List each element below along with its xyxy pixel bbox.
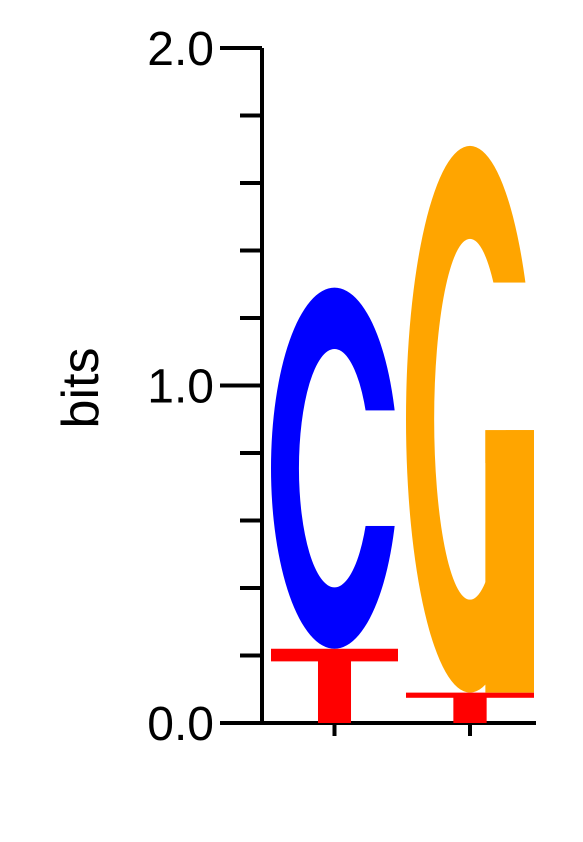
y-axis-title: bits <box>52 348 110 429</box>
letter-ring <box>271 287 398 649</box>
letter-G <box>406 145 536 693</box>
letter-G-stem <box>485 430 534 693</box>
y-tick-label: 2.0 <box>147 23 214 76</box>
letter-C-opening <box>334 410 400 526</box>
letter-stacks <box>271 145 536 723</box>
y-tick-label: 0.0 <box>147 698 214 751</box>
letter-T-stem <box>317 660 352 723</box>
letter-T-bar <box>271 648 398 662</box>
letter-T-bar <box>406 692 534 698</box>
letter-T <box>271 648 398 723</box>
position-stack <box>271 287 400 723</box>
letter-G-crossbar <box>485 430 534 463</box>
position-stack <box>406 145 536 723</box>
letter-T-stem <box>453 697 487 723</box>
y-tick-label: 1.0 <box>147 361 214 414</box>
axes: 0.0 1.0 2.0 <box>147 23 536 751</box>
letter-C <box>271 287 400 649</box>
letter-T <box>406 692 534 723</box>
letter-G-opening <box>470 282 536 431</box>
